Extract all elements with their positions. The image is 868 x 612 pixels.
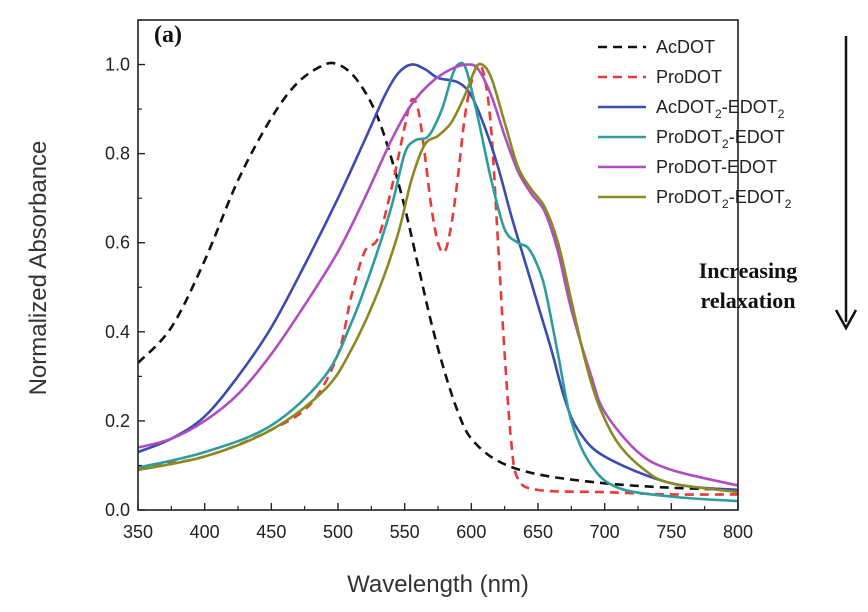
legend-label: ProDOT-EDOT xyxy=(656,157,777,177)
x-tick-label: 350 xyxy=(123,522,153,542)
y-tick-label: 0.2 xyxy=(105,411,130,431)
legend-subscript: 2 xyxy=(722,137,729,151)
x-tick-label: 400 xyxy=(190,522,220,542)
legend-text-part: ProDOT xyxy=(656,187,722,207)
legend-text-part: -EDOT xyxy=(722,97,778,117)
series-line-prodot2-edot2 xyxy=(137,62,739,494)
legend-subscript: 2 xyxy=(722,197,729,211)
legend-text-part: AcDOT xyxy=(656,37,715,57)
x-tick-label: 500 xyxy=(323,522,353,542)
y-axis: 0.0 0.2 0.4 0.6 0.8 1.0 xyxy=(105,19,145,520)
legend-label: AcDOT2-EDOT2 xyxy=(656,97,785,121)
series-line-prodot xyxy=(137,63,739,496)
legend-text-part: -EDOT xyxy=(729,187,785,207)
legend-subscript: 2 xyxy=(715,107,722,121)
x-tick-label: 550 xyxy=(390,522,420,542)
relaxation-annotation: Increasing relaxation xyxy=(699,36,858,331)
legend-label: ProDOT xyxy=(656,67,722,87)
y-tick-label: 1.0 xyxy=(105,55,130,75)
plot-area xyxy=(137,19,739,511)
legend: AcDOTProDOTAcDOT2-EDOT2ProDOT2-EDOTProDO… xyxy=(598,37,792,211)
x-axis: 350 400 450 500 550 600 650 700 750 800 xyxy=(123,503,753,542)
series-line-prodot-edot xyxy=(137,63,739,487)
series-layer xyxy=(137,61,739,503)
annotation-line2: relaxation xyxy=(701,288,796,313)
panel-label: (a) xyxy=(154,22,182,48)
legend-text-part: ProDOT xyxy=(656,67,722,87)
x-tick-label: 650 xyxy=(523,522,553,542)
legend-label: ProDOT2-EDOT xyxy=(656,127,785,151)
series-line-acdot xyxy=(137,61,739,492)
y-axis-title: Normalized Absorbance xyxy=(25,141,52,396)
y-tick-label: 0.0 xyxy=(105,500,130,520)
down-arrow-icon xyxy=(834,309,858,331)
y-tick-label: 0.4 xyxy=(105,322,130,342)
x-tick-label: 700 xyxy=(590,522,620,542)
x-tick-label: 450 xyxy=(256,522,286,542)
x-tick-label: 600 xyxy=(456,522,486,542)
y-tick-label: 0.8 xyxy=(105,144,130,164)
plot-frame xyxy=(137,19,739,511)
legend-label: ProDOT2-EDOT2 xyxy=(656,187,792,211)
legend-label: AcDOT xyxy=(656,37,715,57)
legend-subscript: 2 xyxy=(778,107,785,121)
legend-text-part: ProDOT-EDOT xyxy=(656,157,777,177)
legend-subscript: 2 xyxy=(785,197,792,211)
legend-text-part: ProDOT xyxy=(656,127,722,147)
x-tick-label: 800 xyxy=(723,522,753,542)
x-axis-title: Wavelength (nm) xyxy=(347,571,529,598)
series-line-prodot2-edot xyxy=(137,61,739,503)
y-tick-label: 0.6 xyxy=(105,233,130,253)
series-line-acdot2-edot2 xyxy=(137,63,739,492)
legend-text-part: AcDOT xyxy=(656,97,715,117)
annotation-line1: Increasing xyxy=(699,258,798,283)
x-tick-label: 750 xyxy=(656,522,686,542)
legend-text-part: -EDOT xyxy=(729,127,785,147)
